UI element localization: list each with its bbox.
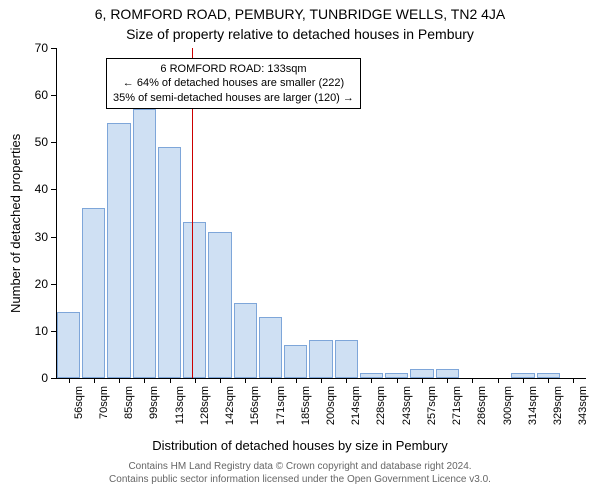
x-tick-label: 70sqm — [98, 386, 110, 436]
x-tick-mark — [397, 378, 398, 383]
x-tick-label: 85sqm — [123, 386, 135, 436]
x-tick-mark — [371, 378, 372, 383]
y-tick-mark — [51, 95, 56, 96]
histogram-bar — [133, 109, 156, 378]
histogram-bar — [107, 123, 130, 378]
x-tick-mark — [346, 378, 347, 383]
x-tick-label: 156sqm — [249, 386, 261, 436]
x-tick-mark — [94, 378, 95, 383]
chart-title-line1: 6, ROMFORD ROAD, PEMBURY, TUNBRIDGE WELL… — [0, 6, 600, 22]
x-tick-label: 286sqm — [476, 386, 488, 436]
x-tick-label: 257sqm — [426, 386, 438, 436]
y-tick-label: 60 — [18, 88, 48, 102]
y-tick-mark — [51, 284, 56, 285]
y-tick-label: 0 — [18, 371, 48, 385]
y-tick-label: 50 — [18, 135, 48, 149]
x-tick-label: 142sqm — [224, 386, 236, 436]
y-tick-label: 30 — [18, 230, 48, 244]
annotation-box: 6 ROMFORD ROAD: 133sqm← 64% of detached … — [106, 58, 361, 109]
x-tick-mark — [119, 378, 120, 383]
x-tick-mark — [321, 378, 322, 383]
annotation-line3: 35% of semi-detached houses are larger (… — [113, 91, 354, 105]
chart-footer: Contains HM Land Registry data © Crown c… — [0, 460, 600, 486]
x-tick-mark — [548, 378, 549, 383]
x-tick-label: 200sqm — [325, 386, 337, 436]
x-tick-label: 300sqm — [502, 386, 514, 436]
histogram-bar — [82, 208, 105, 378]
histogram-bar — [208, 232, 231, 378]
chart-container: 6, ROMFORD ROAD, PEMBURY, TUNBRIDGE WELL… — [0, 0, 600, 500]
y-tick-mark — [51, 237, 56, 238]
y-tick-mark — [51, 48, 56, 49]
y-tick-label: 10 — [18, 324, 48, 338]
y-tick-label: 70 — [18, 41, 48, 55]
x-tick-mark — [245, 378, 246, 383]
x-tick-label: 243sqm — [401, 386, 413, 436]
histogram-bar — [183, 222, 206, 378]
x-tick-mark — [195, 378, 196, 383]
histogram-bar — [158, 147, 181, 378]
x-tick-mark — [271, 378, 272, 383]
x-tick-mark — [447, 378, 448, 383]
histogram-bar — [259, 317, 282, 378]
x-tick-mark — [296, 378, 297, 383]
y-tick-label: 40 — [18, 182, 48, 196]
y-tick-mark — [51, 378, 56, 379]
histogram-bar — [309, 340, 332, 378]
histogram-bar — [436, 369, 459, 378]
x-tick-label: 185sqm — [300, 386, 312, 436]
chart-title-line2: Size of property relative to detached ho… — [0, 26, 600, 42]
histogram-bar — [234, 303, 257, 378]
histogram-bar — [284, 345, 307, 378]
x-tick-label: 343sqm — [577, 386, 589, 436]
x-tick-label: 171sqm — [275, 386, 287, 436]
y-tick-mark — [51, 331, 56, 332]
x-tick-label: 271sqm — [451, 386, 463, 436]
x-tick-mark — [498, 378, 499, 383]
x-tick-label: 56sqm — [73, 386, 85, 436]
x-tick-label: 214sqm — [350, 386, 362, 436]
x-tick-mark — [573, 378, 574, 383]
footer-line2: Contains public sector information licen… — [0, 473, 600, 486]
x-tick-mark — [523, 378, 524, 383]
x-tick-mark — [144, 378, 145, 383]
x-tick-label: 128sqm — [199, 386, 211, 436]
histogram-bar — [410, 369, 433, 378]
x-tick-label: 329sqm — [552, 386, 564, 436]
x-tick-mark — [422, 378, 423, 383]
y-tick-label: 20 — [18, 277, 48, 291]
annotation-line1: 6 ROMFORD ROAD: 133sqm — [113, 62, 354, 76]
y-tick-mark — [51, 189, 56, 190]
x-tick-label: 314sqm — [527, 386, 539, 436]
x-tick-label: 113sqm — [174, 386, 186, 436]
histogram-bar — [57, 312, 80, 378]
x-tick-mark — [220, 378, 221, 383]
y-tick-mark — [51, 142, 56, 143]
annotation-line2: ← 64% of detached houses are smaller (22… — [113, 76, 354, 90]
x-tick-mark — [69, 378, 70, 383]
x-axis-label: Distribution of detached houses by size … — [0, 438, 600, 453]
footer-line1: Contains HM Land Registry data © Crown c… — [0, 460, 600, 473]
x-tick-label: 99sqm — [148, 386, 160, 436]
x-tick-mark — [472, 378, 473, 383]
histogram-bar — [335, 340, 358, 378]
x-tick-mark — [170, 378, 171, 383]
x-tick-label: 228sqm — [375, 386, 387, 436]
